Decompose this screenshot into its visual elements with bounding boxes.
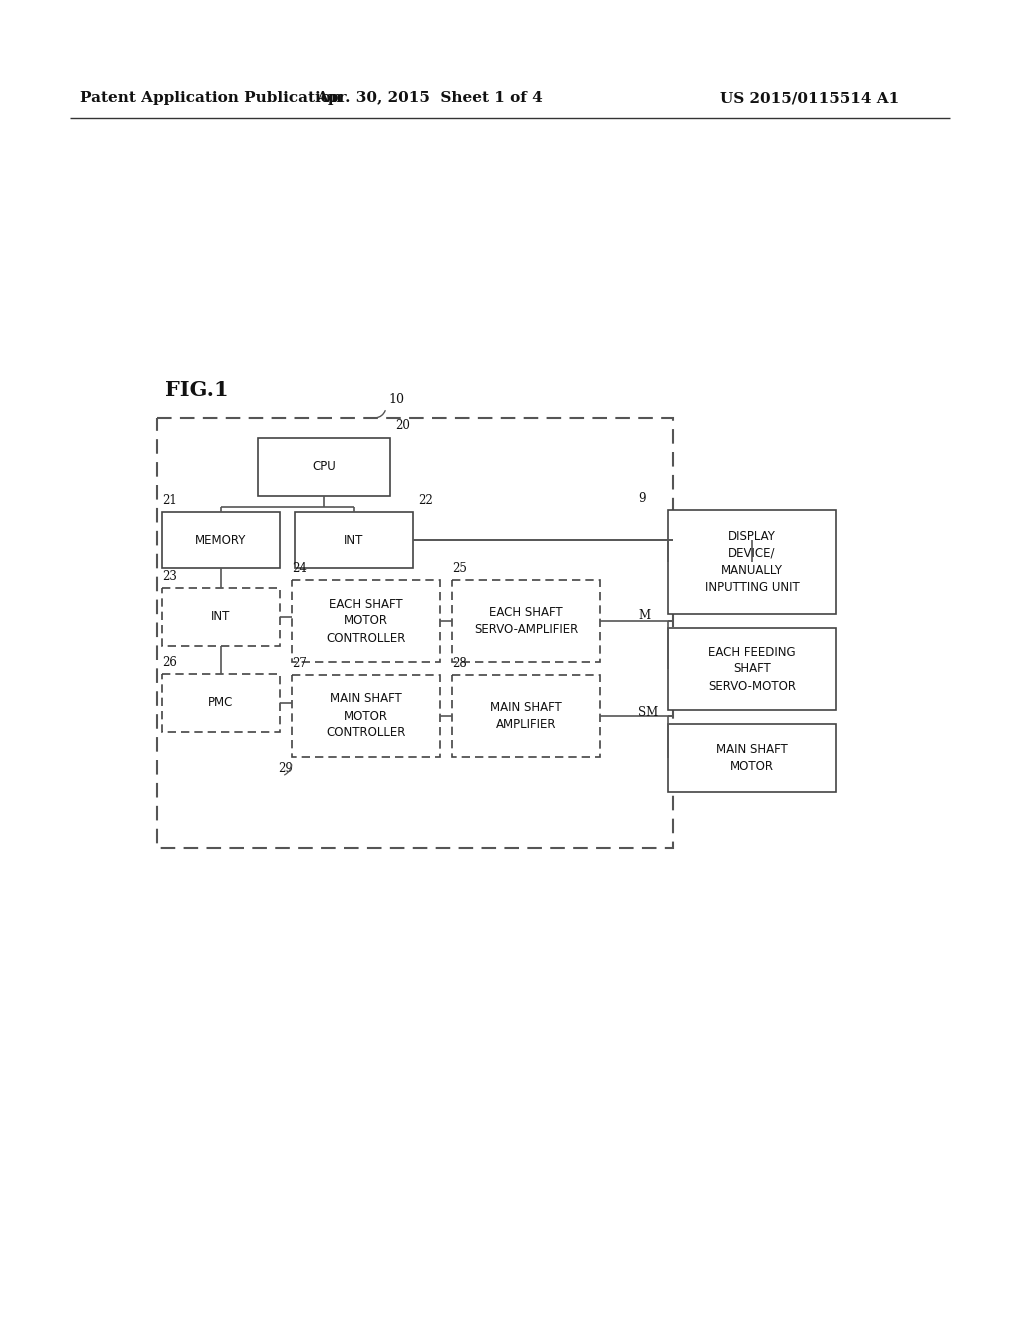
Text: CPU: CPU: [312, 461, 336, 474]
Text: M: M: [638, 609, 650, 622]
Text: DISPLAY
DEVICE/
MANUALLY
INPUTTING UNIT: DISPLAY DEVICE/ MANUALLY INPUTTING UNIT: [705, 531, 800, 594]
Text: FIG.1: FIG.1: [165, 380, 228, 400]
Text: INT: INT: [211, 610, 230, 623]
Text: EACH FEEDING
SHAFT
SERVO-MOTOR: EACH FEEDING SHAFT SERVO-MOTOR: [708, 645, 796, 693]
Text: INT: INT: [344, 533, 364, 546]
Text: EACH SHAFT
SERVO-AMPLIFIER: EACH SHAFT SERVO-AMPLIFIER: [474, 606, 579, 636]
Bar: [162, 512, 280, 568]
Bar: [292, 579, 440, 663]
Text: 25: 25: [452, 562, 467, 576]
Text: EACH SHAFT
MOTOR
CONTROLLER: EACH SHAFT MOTOR CONTROLLER: [327, 598, 406, 644]
Text: MAIN SHAFT
AMPLIFIER: MAIN SHAFT AMPLIFIER: [490, 701, 562, 731]
Text: PMC: PMC: [208, 697, 233, 710]
Text: 26: 26: [162, 656, 177, 669]
Text: 22: 22: [418, 494, 433, 507]
Text: 28: 28: [452, 657, 467, 671]
Text: 9: 9: [638, 492, 645, 506]
Bar: [292, 675, 440, 756]
Bar: [157, 418, 673, 847]
Bar: [668, 628, 836, 710]
Text: MEMORY: MEMORY: [196, 533, 247, 546]
Text: 21: 21: [162, 494, 177, 507]
Text: SM: SM: [638, 706, 658, 719]
Text: Apr. 30, 2015  Sheet 1 of 4: Apr. 30, 2015 Sheet 1 of 4: [316, 91, 544, 106]
Text: Patent Application Publication: Patent Application Publication: [80, 91, 342, 106]
Text: MAIN SHAFT
MOTOR: MAIN SHAFT MOTOR: [716, 743, 787, 774]
Bar: [162, 675, 280, 733]
Text: 29: 29: [278, 762, 293, 775]
Text: MAIN SHAFT
MOTOR
CONTROLLER: MAIN SHAFT MOTOR CONTROLLER: [327, 693, 406, 739]
Text: 27: 27: [292, 657, 307, 671]
Text: 20: 20: [395, 418, 410, 432]
Bar: [668, 510, 836, 614]
Text: 10: 10: [388, 393, 404, 407]
Bar: [452, 675, 600, 756]
Text: US 2015/0115514 A1: US 2015/0115514 A1: [720, 91, 899, 106]
Bar: [258, 438, 390, 496]
Bar: [452, 579, 600, 663]
Bar: [295, 512, 413, 568]
Bar: [668, 723, 836, 792]
Bar: [162, 587, 280, 645]
Text: 24: 24: [292, 562, 307, 576]
Text: 23: 23: [162, 570, 177, 583]
